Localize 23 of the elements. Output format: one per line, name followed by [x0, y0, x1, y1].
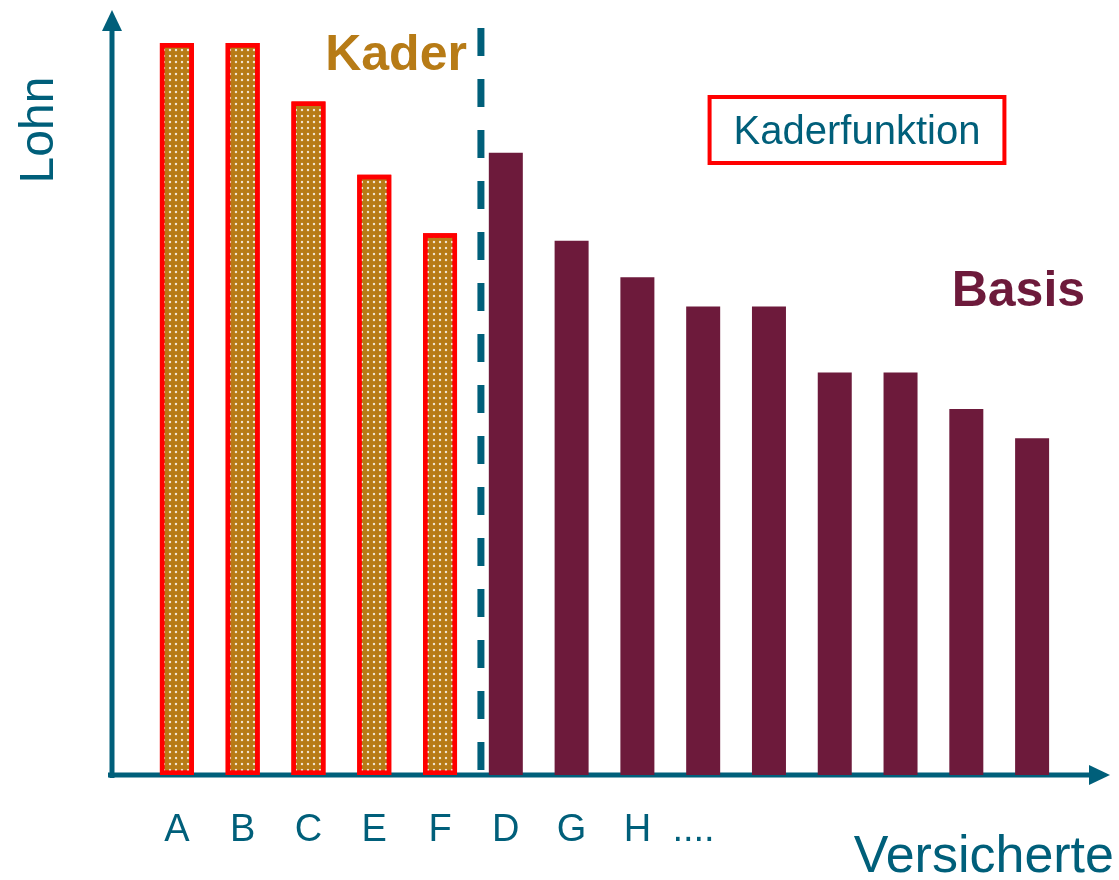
- x-tick-label: A: [164, 807, 191, 849]
- x-axis-title: Versicherte: [853, 825, 1114, 880]
- series-label: Basis: [951, 261, 1086, 317]
- x-tick-label: H: [623, 807, 652, 849]
- bar: [488, 152, 523, 775]
- bar: [620, 277, 655, 775]
- bar: [949, 409, 984, 775]
- bar: [686, 306, 721, 775]
- series-label: Kader: [325, 25, 467, 81]
- bar: [883, 372, 918, 775]
- y-axis-title: Lohn: [9, 76, 63, 184]
- x-tick-label: G: [556, 807, 587, 849]
- x-tick-label: E: [361, 807, 387, 849]
- bar: [817, 372, 852, 775]
- bar: [1015, 438, 1050, 775]
- annotation: Kaderfunktion: [733, 108, 981, 152]
- text: ....: [672, 807, 715, 849]
- x-tick-label: D: [492, 807, 520, 849]
- x-tick-label: F: [428, 807, 452, 849]
- x-tick-label: B: [230, 807, 256, 849]
- x-tick-label: C: [294, 807, 323, 849]
- bar: [751, 306, 786, 775]
- bar: [554, 240, 589, 775]
